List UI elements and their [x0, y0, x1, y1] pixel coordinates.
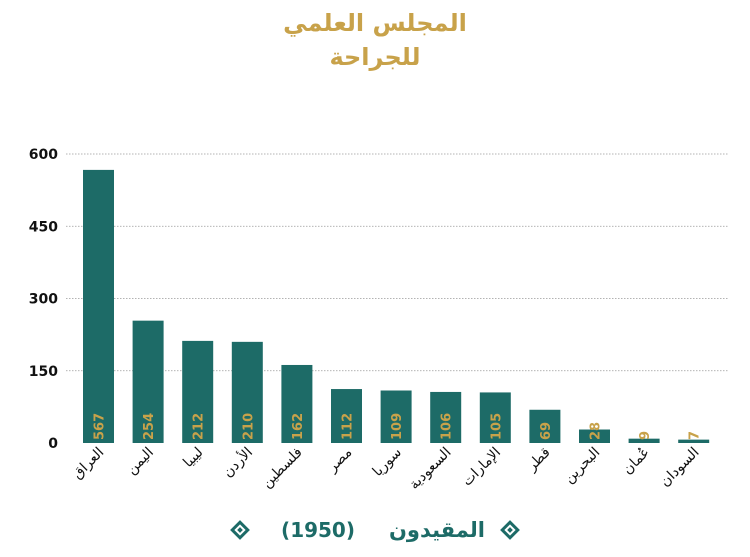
bar-value-label: 106	[440, 413, 455, 440]
bar-value-label: 28	[589, 422, 604, 440]
x-tick-label: السعودية	[406, 445, 454, 493]
x-tick-label: مصر	[324, 445, 355, 476]
x-tick-label: اليمن	[124, 445, 157, 478]
bar-value-label: 7	[688, 431, 703, 440]
legend-total-count: (1950)	[281, 518, 355, 542]
bar	[529, 409, 561, 443]
bar-value-label: 9	[638, 431, 653, 440]
bar	[281, 364, 313, 443]
bar	[678, 439, 710, 443]
bar-value-label: 105	[489, 413, 504, 440]
x-tick-label: فلسطين	[259, 445, 306, 492]
bar-value-label: 69	[539, 422, 554, 440]
bar	[628, 438, 660, 443]
chart-title: المجلس العلمي للجراحة	[0, 6, 750, 74]
bar	[579, 429, 610, 443]
bar	[430, 391, 462, 443]
bar	[231, 341, 263, 443]
bar-value-label: 212	[192, 413, 207, 440]
bar	[83, 169, 114, 443]
bar-value-label: 109	[390, 413, 405, 440]
bar-value-label: 254	[142, 413, 157, 440]
y-tick-label: 300	[29, 292, 58, 308]
y-tick-label: 150	[29, 364, 58, 380]
title-line-2: للجراحة	[329, 43, 421, 71]
x-tick-label: سوريا	[370, 445, 405, 480]
bar	[331, 389, 362, 443]
legend: المقيدون (1950)	[0, 512, 750, 548]
bar-value-label: 210	[241, 413, 256, 440]
bar	[182, 340, 214, 443]
bar-value-label: 162	[291, 413, 306, 440]
x-tick-label: السودان	[657, 445, 702, 490]
x-tick-label: ليبيا	[180, 445, 206, 471]
y-tick-label: 0	[48, 436, 58, 452]
legend-series-label: المقيدون	[389, 518, 485, 542]
y-tick-label: 600	[29, 147, 58, 163]
bar-chart: 0 150 300 450 600 567 العراق 254 اليمن 212 ليبيا 21…	[29, 147, 728, 493]
title-line-1: المجلس العلمي	[283, 9, 467, 37]
bar	[380, 390, 412, 443]
y-tick-label: 450	[29, 219, 58, 235]
legend-marker-icon	[230, 520, 250, 540]
x-tick-label: البحرين	[561, 445, 603, 487]
bar-value-label: 567	[93, 413, 108, 440]
bar-value-label: 112	[341, 413, 356, 440]
x-tick-label: الإمارات	[459, 445, 504, 490]
legend-marker-icon	[500, 520, 520, 540]
bar	[132, 320, 164, 443]
x-tick-label: عُمان	[620, 445, 653, 478]
x-tick-label: العراق	[70, 445, 108, 483]
x-tick-label: قطر	[523, 445, 553, 475]
x-tick-label: الأردن	[219, 443, 257, 481]
bar	[479, 392, 511, 443]
